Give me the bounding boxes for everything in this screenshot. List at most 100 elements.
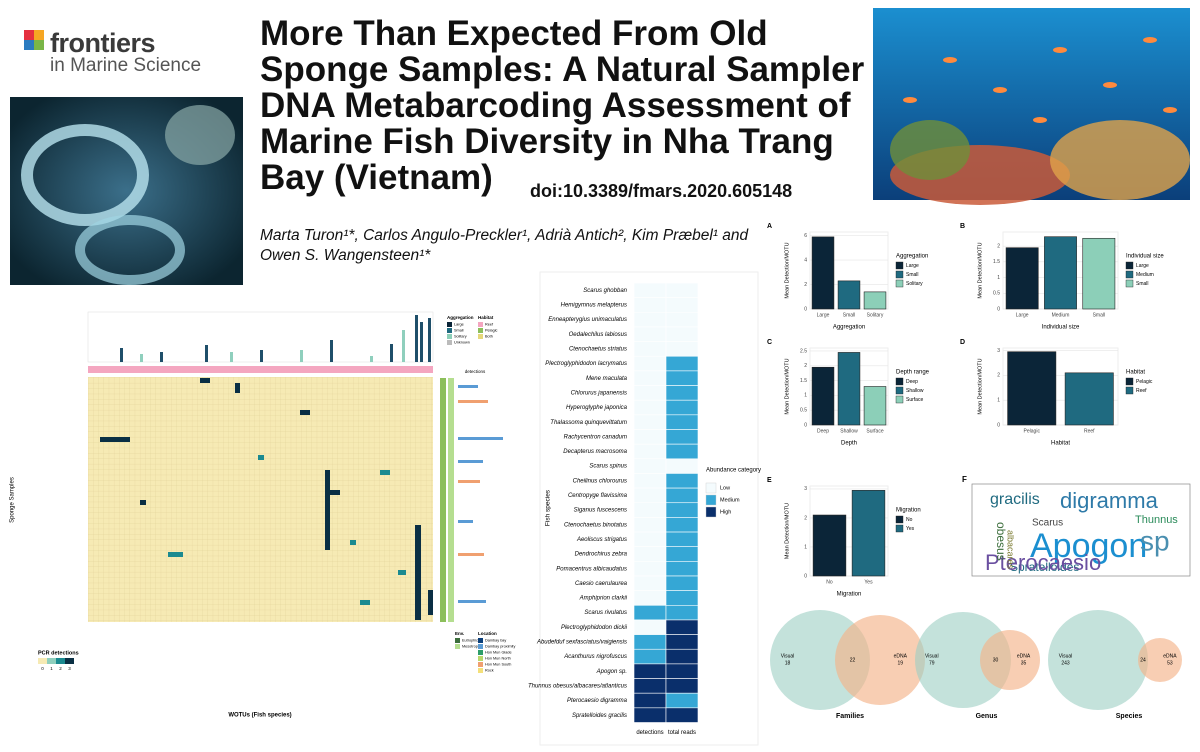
legend-label: Eutrophic — [462, 639, 478, 643]
species-label: Plectroglyphidodon dickii — [561, 625, 628, 631]
legend-label: Rock — [485, 669, 494, 673]
venn-count: 30 — [993, 657, 999, 663]
logo-name: frontiers — [50, 28, 156, 58]
panel-letter: D — [960, 339, 965, 346]
legend-swatch — [895, 261, 904, 270]
bar — [837, 280, 861, 310]
heat-cell — [633, 487, 667, 504]
heat-cell — [665, 297, 699, 313]
legend-label: Medium — [1136, 272, 1154, 278]
cloud-word: obesus — [994, 522, 1008, 561]
axis-title: Mean Detection/MOTU — [977, 242, 983, 298]
legend-label: Small — [906, 272, 919, 278]
bar — [1064, 372, 1114, 426]
cloud-word: sp — [1140, 525, 1170, 556]
legend-swatch — [455, 638, 460, 643]
legend-label: Hon Mun Glade — [485, 651, 512, 655]
species-label: Ctenochaetus striatus — [569, 347, 627, 353]
venn-label: eDNA — [1163, 653, 1177, 659]
legend-swatch — [447, 340, 452, 345]
cloud-word: gracilis — [990, 491, 1040, 508]
legend-swatch — [478, 656, 483, 661]
wordcloud-frame — [971, 483, 1191, 577]
heat-cell — [633, 575, 667, 591]
species-label: Enneapterygius unimaculatus — [548, 317, 627, 323]
heat-cell — [633, 399, 667, 416]
y-tick-label: 1.5 — [800, 378, 807, 384]
y-tick-label: 1 — [804, 393, 807, 399]
legend-label: Solitary — [454, 335, 467, 339]
cloud-word: Pterocaesio — [985, 550, 1101, 575]
detection-heatmap — [87, 311, 503, 622]
species-label: Decapterus macrosoma — [563, 449, 627, 455]
axis-title: Aggregation — [833, 325, 865, 331]
y-tick-label: 1.5 — [993, 259, 1000, 265]
legend-label: Hon Mun South — [485, 663, 511, 667]
legend-swatch — [65, 658, 74, 664]
heat-cell — [633, 473, 667, 489]
venn-count: 35 — [1021, 660, 1027, 666]
legend-label: Low — [720, 485, 730, 491]
y-tick-label: 1 — [997, 275, 1000, 281]
heat-cell — [633, 326, 667, 342]
y-tick-label: 2.5 — [800, 348, 807, 354]
x-tick-label: Shallow — [840, 428, 858, 434]
legend-title: Habitat — [1126, 370, 1145, 376]
legend-title: Individual size — [1126, 254, 1164, 260]
bar — [811, 366, 835, 426]
legend-label: Dambay bay — [485, 639, 506, 643]
poster-title: More Than Expected From Old Sponge Sampl… — [260, 14, 865, 197]
cloud-word: Thunnus — [1135, 514, 1178, 526]
legend-swatch — [1125, 279, 1134, 288]
legend-swatch — [705, 506, 717, 518]
axis-title: Mean Detection/MOTU — [977, 358, 983, 414]
heat-cell — [633, 370, 667, 386]
heat-cell — [633, 502, 667, 518]
species-label: Plectroglyphidodon lacrymatus — [545, 361, 627, 367]
bar — [811, 236, 835, 310]
venn-label: Visual — [925, 653, 939, 659]
y-tick-label: 0.5 — [993, 291, 1000, 297]
legend-title: Env. — [455, 631, 464, 636]
column-label: detections — [636, 730, 663, 736]
cloud-word: digramma — [1060, 488, 1159, 513]
legend-label: No — [906, 517, 913, 523]
bar — [1044, 236, 1077, 310]
species-label: Scarus spinus — [589, 464, 627, 470]
legend-swatch — [56, 658, 65, 664]
legend-tick: 0 — [41, 666, 44, 671]
heat-cell — [633, 590, 667, 606]
heat-cell — [633, 311, 667, 328]
bar — [863, 386, 887, 426]
axis-title: Fish species — [545, 489, 552, 526]
panel-letter: F — [962, 475, 967, 484]
legend-swatch — [478, 668, 483, 673]
heat-cell — [633, 458, 667, 474]
axis-title: Migration — [837, 592, 862, 598]
species-label: Chlorurus japanensis — [571, 390, 627, 396]
heat-cell — [665, 546, 699, 562]
venn-label: eDNA — [894, 653, 908, 659]
venn-count: 22 — [850, 657, 856, 663]
species-label: Siganus fuscescens — [574, 508, 627, 514]
legend-label: Shallow — [906, 388, 924, 394]
species-label: Dendrochirus zebra — [575, 552, 628, 558]
x-tick-label: Large — [817, 312, 830, 318]
authors: Marta Turon¹*, Carlos Angulo-Preckler¹, … — [260, 227, 749, 264]
legend-swatch — [895, 395, 904, 404]
legend-swatch — [447, 322, 452, 327]
heat-cell — [633, 297, 667, 313]
species-label: Abudefduf sexfasciatus/vaigiensis — [536, 640, 627, 646]
heat-cell — [665, 634, 699, 650]
legend-tick: 1 — [50, 666, 53, 671]
heat-cell — [665, 590, 699, 606]
legend-swatch — [895, 377, 904, 386]
heat-cell — [665, 517, 699, 533]
legend-label: Dambay proximity — [485, 645, 515, 649]
venn-right — [835, 615, 925, 705]
legend-swatch — [478, 328, 483, 333]
heat-cell — [665, 414, 699, 430]
heat-cell — [665, 487, 699, 504]
x-tick-label: Small — [1093, 312, 1106, 318]
